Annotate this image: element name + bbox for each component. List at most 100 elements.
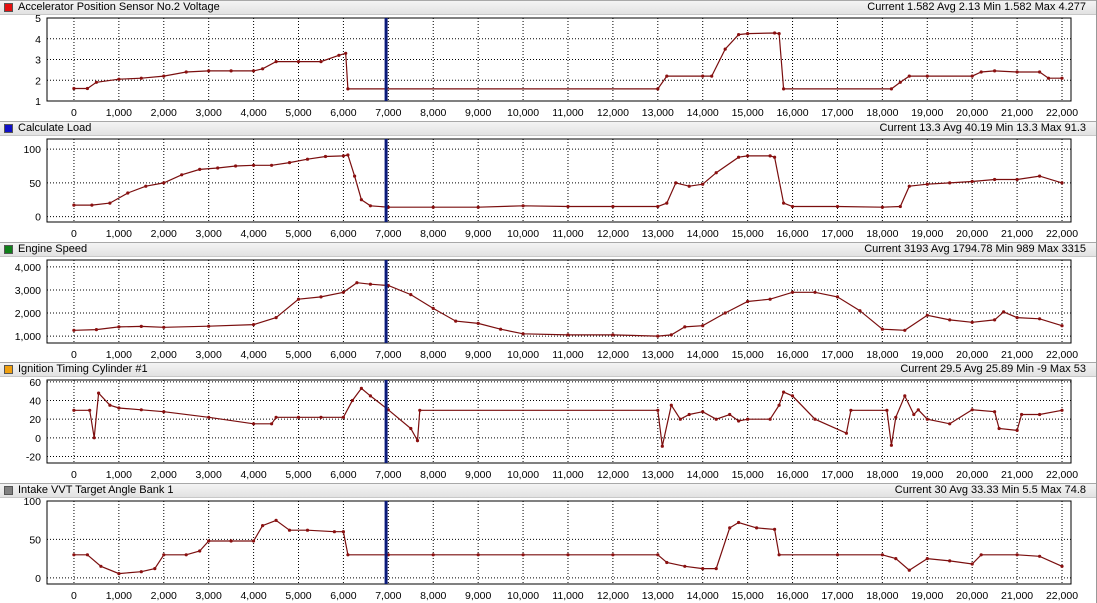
x-tick-label: 7,000 — [375, 228, 401, 239]
x-tick-label: 12,000 — [597, 349, 629, 360]
data-point — [970, 74, 974, 78]
data-point — [1015, 553, 1019, 557]
data-point — [296, 297, 301, 301]
data-point — [728, 526, 732, 530]
plot-frame — [46, 259, 1072, 344]
data-point — [270, 422, 274, 426]
data-point — [108, 403, 112, 407]
data-point — [97, 391, 101, 395]
x-tick-label: 6,000 — [330, 228, 356, 239]
data-point — [1060, 564, 1064, 568]
panel-header[interactable]: Engine Speed Current 3193 Avg 1794.78 Mi… — [0, 242, 1097, 257]
data-point — [1015, 177, 1019, 182]
data-point — [880, 205, 885, 209]
x-tick-label: 7,000 — [375, 107, 401, 118]
y-tick-label: 60 — [29, 377, 41, 389]
x-tick-label: 5,000 — [285, 469, 311, 480]
data-point — [813, 417, 817, 421]
data-point — [728, 412, 732, 417]
data-point — [710, 74, 714, 78]
x-tick-label: 0 — [71, 228, 77, 239]
data-point — [611, 204, 615, 209]
panel-header[interactable]: Accelerator Position Sensor No.2 Voltage… — [0, 0, 1097, 15]
data-point — [454, 319, 458, 323]
data-point — [948, 422, 952, 426]
data-point — [368, 394, 372, 398]
data-point — [912, 412, 916, 417]
x-tick-label: 4,000 — [240, 107, 266, 118]
x-tick-label: 7,000 — [375, 469, 401, 480]
x-tick-label: 12,000 — [597, 107, 629, 118]
x-tick-label: 9,000 — [465, 590, 491, 601]
data-point — [252, 69, 256, 73]
plot-area[interactable]: 0 1,000 2,000 3,000 4,000 5,000 6,000 7,000 8,00… — [0, 377, 1097, 480]
y-tick-label: 20 — [29, 414, 41, 426]
x-tick-label: 19,000 — [911, 469, 943, 480]
panel-header[interactable]: Calculate Load Current 13.3 Avg 40.19 Mi… — [0, 121, 1097, 136]
data-point — [683, 564, 687, 568]
plot-area[interactable]: 0 1,000 2,000 3,000 4,000 5,000 6,000 7,000 8,00… — [0, 15, 1097, 118]
x-tick-label: 11,000 — [552, 469, 583, 480]
x-tick-label: 22,000 — [1046, 469, 1078, 480]
data-point — [925, 74, 929, 78]
data-point — [737, 520, 741, 525]
data-point — [162, 410, 166, 414]
x-tick-label: 13,000 — [642, 107, 674, 118]
panel-header[interactable]: Ignition Timing Cylinder #1 Current 29.5… — [0, 362, 1097, 377]
data-point — [948, 559, 952, 563]
x-tick-label: 4,000 — [240, 228, 266, 239]
plot-area[interactable]: 0 1,000 2,000 3,000 4,000 5,000 6,000 7,000 8,00… — [0, 257, 1097, 360]
data-point — [296, 415, 301, 419]
data-point — [714, 417, 718, 421]
x-tick-label: 3,000 — [196, 349, 222, 360]
data-point — [970, 408, 974, 412]
x-tick-label: 8,000 — [420, 228, 446, 239]
data-point — [701, 410, 705, 414]
x-tick-label: 22,000 — [1046, 349, 1078, 360]
data-point — [898, 204, 902, 209]
data-point — [894, 415, 898, 419]
x-tick-label: 2,000 — [151, 469, 177, 480]
data-point — [566, 333, 570, 337]
x-tick-label: 3,000 — [196, 469, 222, 480]
panel-title: Ignition Timing Cylinder #1 — [18, 363, 148, 375]
data-point — [319, 295, 323, 299]
data-point — [184, 553, 188, 557]
data-point — [813, 290, 817, 294]
data-point — [207, 324, 211, 328]
data-point — [925, 417, 929, 421]
data-point — [1038, 70, 1042, 74]
panel-stats: Current 1.582 Avg 2.13 Min 1.582 Max 4.2… — [867, 1, 1086, 13]
panel-header[interactable]: Intake VVT Target Angle Bank 1 Current 3… — [0, 483, 1097, 498]
data-point — [117, 77, 121, 81]
data-point — [99, 564, 103, 568]
x-tick-label: 10,000 — [507, 228, 539, 239]
x-tick-label: 14,000 — [687, 469, 719, 480]
x-tick-label: 4,000 — [240, 469, 266, 480]
panel-title: Engine Speed — [18, 243, 88, 255]
data-point — [665, 74, 669, 78]
x-tick-label: 5,000 — [285, 228, 311, 239]
data-point — [858, 309, 862, 313]
data-point — [907, 74, 911, 78]
y-tick-label: 40 — [29, 396, 41, 408]
plot-frame — [46, 500, 1072, 585]
series-color-swatch — [4, 486, 13, 495]
data-point — [656, 204, 660, 209]
panel-stats: Current 13.3 Avg 40.19 Min 13.3 Max 91.3 — [879, 122, 1086, 134]
data-point — [139, 570, 143, 574]
x-tick-label: 1,000 — [106, 469, 132, 480]
x-tick-label: 14,000 — [687, 349, 719, 360]
x-tick-label: 2,000 — [151, 107, 177, 118]
plot-area[interactable]: 0 1,000 2,000 3,000 4,000 5,000 6,000 7,000 8,00… — [0, 136, 1097, 239]
data-point — [1060, 408, 1064, 412]
data-point — [319, 60, 323, 64]
x-tick-label: 15,000 — [732, 590, 764, 601]
data-point — [144, 184, 148, 188]
plot-area[interactable]: 0 1,000 2,000 3,000 4,000 5,000 6,000 7,000 8,00… — [0, 498, 1097, 601]
data-point — [274, 415, 278, 419]
x-tick-label: 18,000 — [866, 590, 898, 601]
series-line — [73, 387, 1063, 447]
x-tick-label: 13,000 — [642, 228, 674, 239]
y-tick-label: 2,000 — [15, 308, 41, 320]
